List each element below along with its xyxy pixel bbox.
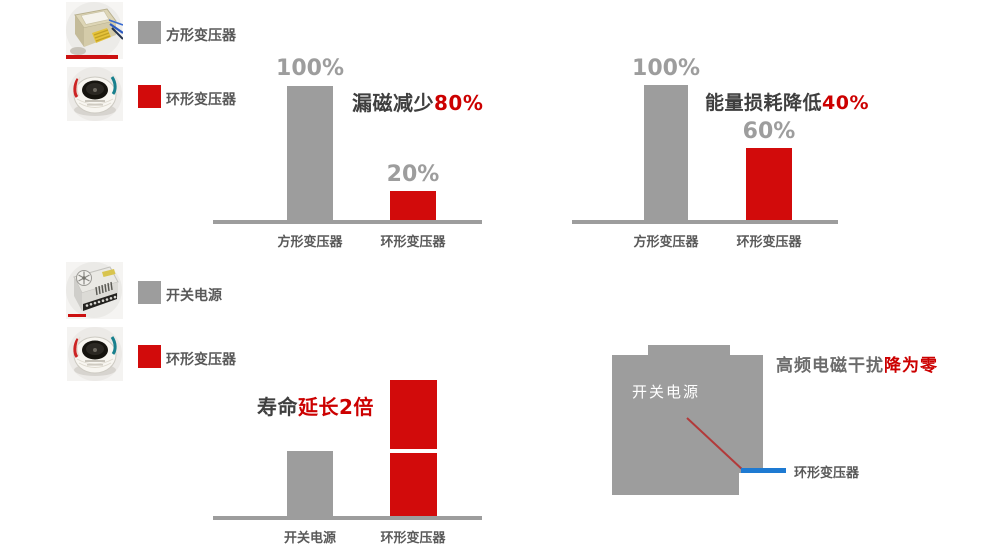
bar-value-label: 100% [276,56,344,81]
annotation-text: 漏磁减少 [352,91,434,115]
annotation-text: 高频电磁干扰 [776,356,884,376]
toroidal-transformer-photo [67,327,124,381]
annotation-highlight: 延长2倍 [298,395,374,419]
leakage-annotation: 漏磁减少80% [352,87,483,116]
category-label: 环形变压器 [380,235,446,250]
legend-label-switching-psu: 开关电源 [166,288,222,304]
lifespan-annotation: 寿命延长2倍 [257,391,374,420]
emi-gray-area [612,345,763,495]
bar-value-label: 100% [632,56,700,81]
legend-label-square-transformer: 方形变压器 [166,28,236,44]
legend-swatch-square-transformer [138,21,161,44]
category-label: 方形变压器 [277,235,343,250]
legend-swatch-toroidal-transformer [138,85,161,108]
annotation-text: 寿命 [257,395,298,419]
energy-annotation: 能量损耗降低40% [705,88,869,115]
annotation-highlight: 降为零 [884,356,938,376]
emi-annotation: 高频电磁干扰降为零 [776,351,938,376]
toroidal-transformer-photo [67,67,124,121]
bar-value-label: 20% [386,162,440,187]
category-label: 方形变压器 [633,235,699,250]
bar-square-transformer [644,85,688,220]
bar-switching-psu [287,451,333,516]
bar-square-transformer [287,86,333,220]
x-axis [572,220,838,224]
bar-toroidal-segment-top [390,380,437,449]
switching-power-supply-photo [66,262,123,319]
legend-swatch-toroidal-transformer [138,345,161,368]
bar-toroidal-transformer [390,191,436,220]
x-axis [213,220,482,224]
annotation-highlight: 40% [822,92,869,114]
category-label: 环形变压器 [736,235,802,250]
bar-value-label: 60% [742,119,796,144]
legend-label-toroidal-transformer: 环形变压器 [166,352,236,368]
annotation-text: 能量损耗降低 [705,92,823,114]
emi-area-label: 开关电源 [632,383,701,401]
x-axis [213,516,482,520]
bar-toroidal-transformer [746,148,792,220]
annotation-highlight: 80% [434,91,484,115]
emi-line-label: 环形变压器 [794,466,860,481]
bar-toroidal-segment-bottom [390,453,437,516]
category-label: 环形变压器 [380,531,446,546]
legend-label-toroidal-transformer: 环形变压器 [166,92,236,108]
ei-transformer-photo [66,2,124,59]
legend-swatch-switching-psu [138,281,161,304]
category-label: 开关电源 [283,531,336,546]
emi-pointer-line [686,417,745,472]
emi-zero-line [741,468,786,473]
